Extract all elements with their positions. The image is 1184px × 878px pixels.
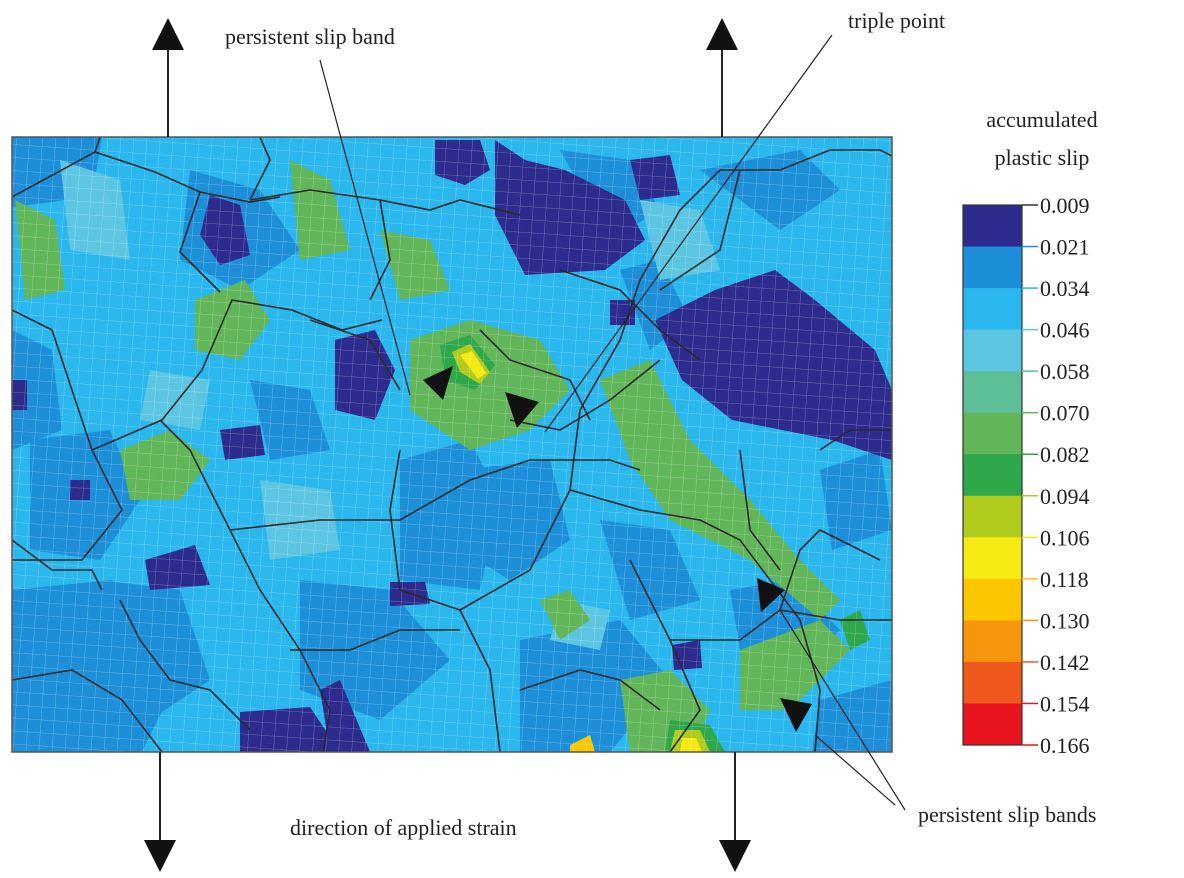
colorbar-label: 0.009 xyxy=(1040,193,1090,218)
colorbar-label: 0.070 xyxy=(1040,401,1090,426)
figure: persistent slip band triple point persis… xyxy=(0,0,1184,873)
annotation-strain: direction of applied strain xyxy=(290,815,517,840)
colorbar-label: 0.046 xyxy=(1040,318,1090,343)
slip-map xyxy=(12,137,932,772)
colorbar-segment xyxy=(963,537,1022,579)
colorbar-title: plastic slip xyxy=(995,145,1090,170)
colorbar-segment xyxy=(963,662,1022,704)
colorbar-segment xyxy=(963,330,1022,372)
colorbar-label: 0.142 xyxy=(1040,650,1090,675)
colorbar-segment xyxy=(963,247,1022,289)
colorbar-label: 0.034 xyxy=(1040,276,1090,301)
colorbar-label: 0.021 xyxy=(1040,235,1090,260)
colorbar-label: 0.118 xyxy=(1040,567,1089,592)
colorbar-segment xyxy=(963,288,1022,330)
colorbar-segment xyxy=(963,579,1022,621)
page: persistent slip band triple point persis… xyxy=(0,0,1184,878)
colorbar-segment xyxy=(963,620,1022,662)
colorbar-title: accumulated xyxy=(986,107,1097,132)
colorbar-segment xyxy=(963,496,1022,538)
annotation-slip-band: persistent slip band xyxy=(225,24,395,49)
colorbar-segment xyxy=(963,205,1022,247)
annotation-slip-bands: persistent slip bands xyxy=(918,802,1096,827)
colorbar-label: 0.166 xyxy=(1040,733,1090,758)
colorbar-label: 0.082 xyxy=(1040,442,1090,467)
mesh xyxy=(12,137,892,752)
colorbar-segment xyxy=(963,413,1022,455)
colorbar: 0.009 0.021 0.034 0.046 0.058 0.070 0.082 0.094… xyxy=(963,193,1090,758)
colorbar-label: 0.106 xyxy=(1040,525,1090,550)
colorbar-segment xyxy=(963,454,1022,496)
annotation-triple-point: triple point xyxy=(848,8,945,33)
colorbar-segment xyxy=(963,371,1022,413)
colorbar-label: 0.058 xyxy=(1040,359,1090,384)
colorbar-label: 0.154 xyxy=(1040,691,1090,716)
colorbar-label: 0.094 xyxy=(1040,484,1090,509)
colorbar-label: 0.130 xyxy=(1040,608,1090,633)
colorbar-segment xyxy=(963,703,1022,745)
